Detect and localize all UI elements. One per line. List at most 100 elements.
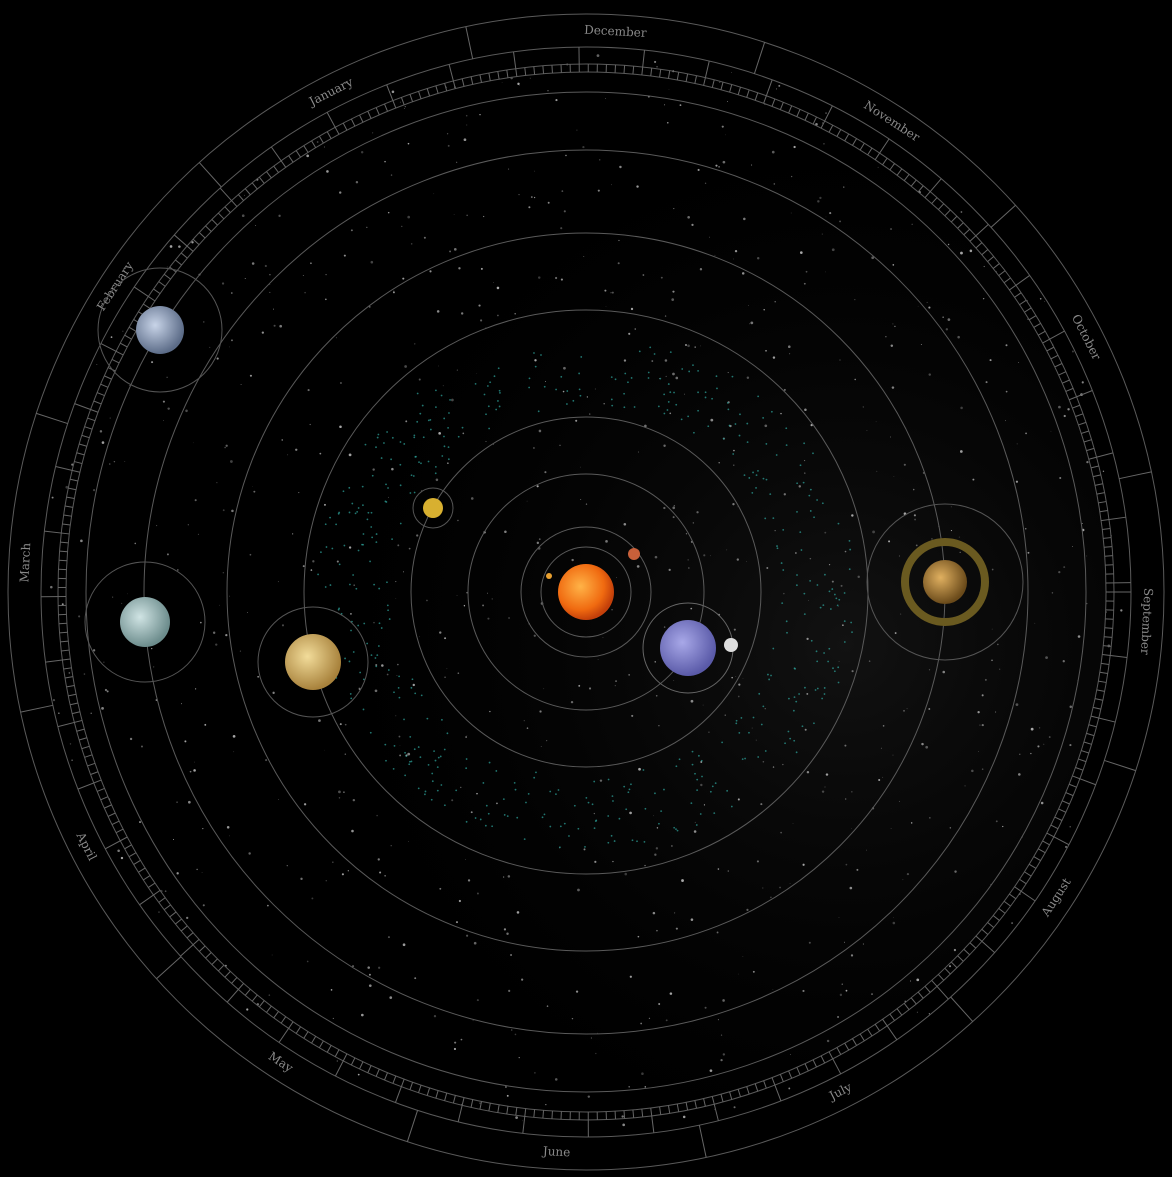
asteroid	[488, 428, 490, 430]
star	[703, 554, 705, 556]
star	[448, 145, 450, 147]
star	[942, 671, 945, 674]
star	[691, 918, 694, 921]
star	[489, 711, 490, 712]
asteroid	[849, 568, 851, 570]
asteroid	[392, 437, 394, 439]
star	[447, 133, 448, 134]
star	[810, 558, 812, 560]
star	[492, 598, 493, 599]
star	[127, 594, 128, 595]
uranus	[120, 597, 170, 647]
asteroid	[414, 492, 416, 494]
star	[718, 166, 720, 168]
asteroid	[449, 399, 451, 401]
star	[343, 792, 344, 793]
asteroid	[715, 782, 717, 784]
star	[624, 523, 627, 526]
star	[770, 897, 771, 898]
star	[188, 524, 189, 525]
star	[300, 878, 302, 880]
star	[960, 450, 963, 453]
asteroid	[698, 755, 700, 757]
asteroid	[765, 750, 767, 752]
asteroid	[348, 487, 350, 489]
star	[311, 897, 313, 899]
asteroid	[663, 393, 665, 395]
star	[1069, 744, 1071, 746]
asteroid	[824, 693, 826, 695]
asteroid	[411, 761, 413, 763]
asteroid	[329, 517, 331, 519]
asteroid	[649, 346, 651, 348]
star	[230, 460, 233, 463]
asteroid	[796, 511, 798, 513]
star	[457, 595, 458, 596]
star	[654, 854, 656, 856]
asteroid	[414, 748, 416, 750]
star	[534, 197, 535, 198]
asteroid	[497, 400, 499, 402]
star	[80, 540, 83, 543]
star	[93, 489, 95, 491]
star	[656, 695, 658, 697]
asteroid	[849, 549, 851, 551]
star	[842, 984, 843, 985]
asteroid	[713, 812, 715, 814]
star	[438, 432, 441, 435]
star	[688, 567, 689, 568]
star	[691, 224, 693, 226]
star	[708, 731, 709, 732]
asteroid	[393, 768, 395, 770]
star	[545, 381, 546, 382]
star	[537, 542, 539, 544]
asteroid	[838, 599, 840, 601]
star	[167, 267, 168, 268]
star	[1044, 301, 1045, 302]
star	[1030, 753, 1031, 754]
star	[893, 917, 894, 918]
asteroid	[636, 840, 638, 842]
star	[700, 346, 701, 347]
asteroid	[796, 482, 798, 484]
star	[851, 791, 852, 792]
asteroid	[612, 795, 614, 797]
asteroid	[679, 758, 681, 760]
asteroid	[403, 443, 405, 445]
asteroid	[639, 350, 641, 352]
star	[471, 811, 473, 813]
star	[714, 1109, 715, 1110]
asteroid	[612, 800, 614, 802]
star	[700, 268, 702, 270]
star	[891, 344, 893, 346]
star	[514, 313, 515, 314]
star	[340, 382, 342, 384]
star	[641, 1072, 644, 1075]
asteroid	[757, 396, 759, 398]
asteroid	[607, 815, 609, 817]
star	[946, 328, 948, 330]
asteroid	[433, 750, 435, 752]
asteroid	[435, 406, 437, 408]
star	[763, 761, 765, 763]
asteroid	[789, 738, 791, 740]
star	[717, 932, 719, 934]
star	[560, 227, 562, 229]
star	[819, 197, 821, 199]
star	[561, 190, 563, 192]
star	[776, 88, 777, 89]
star	[928, 307, 930, 309]
star	[561, 279, 563, 281]
star	[411, 243, 413, 245]
asteroid	[330, 584, 332, 586]
star	[893, 922, 896, 925]
day-tick	[624, 1111, 625, 1119]
star	[395, 581, 396, 582]
star	[628, 333, 630, 335]
asteroid	[834, 594, 836, 596]
asteroid	[444, 445, 446, 447]
star	[636, 185, 638, 187]
asteroid	[387, 487, 389, 489]
asteroid	[413, 436, 415, 438]
star	[531, 196, 533, 198]
